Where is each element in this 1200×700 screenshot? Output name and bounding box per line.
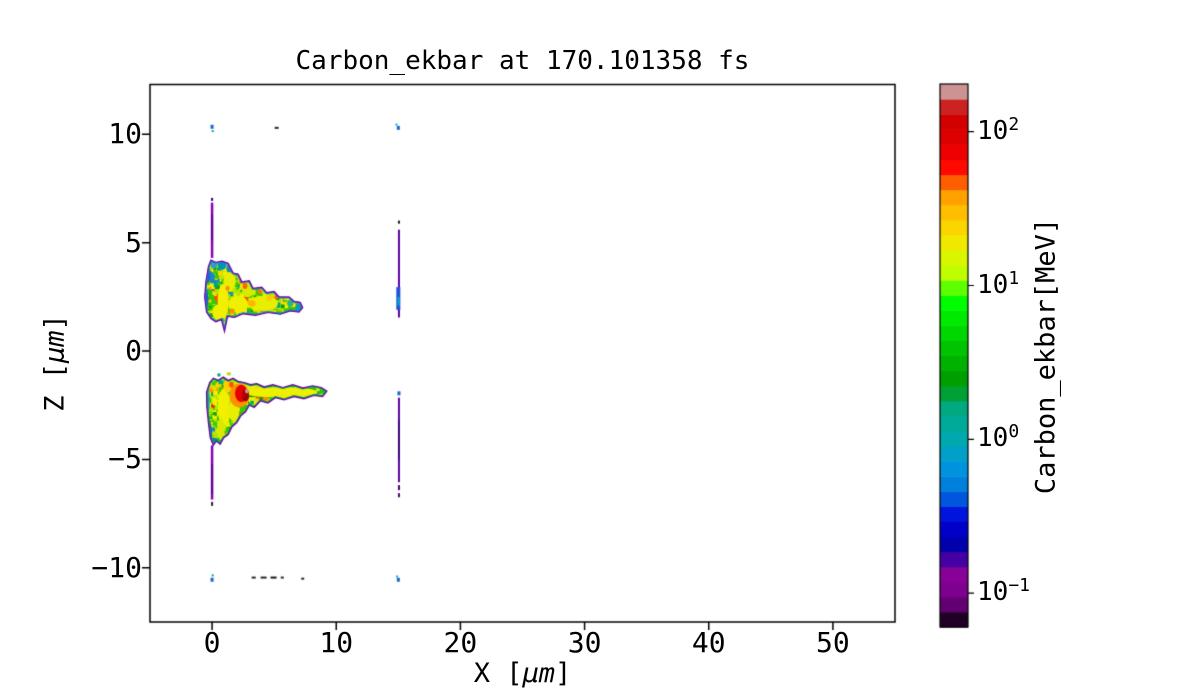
- x-tick-label: 30: [567, 626, 602, 659]
- colorbar-tick-label: 100: [977, 421, 1020, 454]
- y-axis-label-prefix: Z [: [39, 363, 71, 412]
- y-tick-label: −5: [108, 442, 142, 476]
- x-tick-label: 10: [319, 626, 354, 659]
- y-tick-label: 10: [108, 117, 142, 151]
- plot-title: Carbon_ekbar at 170.101358 fs: [295, 46, 750, 76]
- y-tick-label: 0: [125, 334, 142, 368]
- x-tick-label: 20: [443, 626, 478, 659]
- colorbar-tick-label: 102: [977, 113, 1020, 146]
- colorbar-label: Carbon_ekbar[MeV]: [1030, 217, 1062, 495]
- colorbar-tick-label: 101: [977, 267, 1020, 300]
- colorbar-tick-label: 10−1: [977, 575, 1030, 608]
- y-axis-label-suffix: ]: [39, 314, 71, 331]
- y-tick-label: −10: [91, 550, 142, 584]
- x-axis-unit: μm: [522, 658, 556, 689]
- x-tick-label: 0: [203, 626, 221, 659]
- x-axis-label-suffix: ]: [555, 658, 572, 689]
- x-tick-label: 40: [691, 626, 726, 659]
- x-tick-label: 50: [816, 626, 850, 659]
- y-tick-label: 5: [125, 225, 142, 259]
- x-axis-label-prefix: X [: [473, 658, 523, 689]
- x-axis-label: X [μm]: [150, 660, 895, 687]
